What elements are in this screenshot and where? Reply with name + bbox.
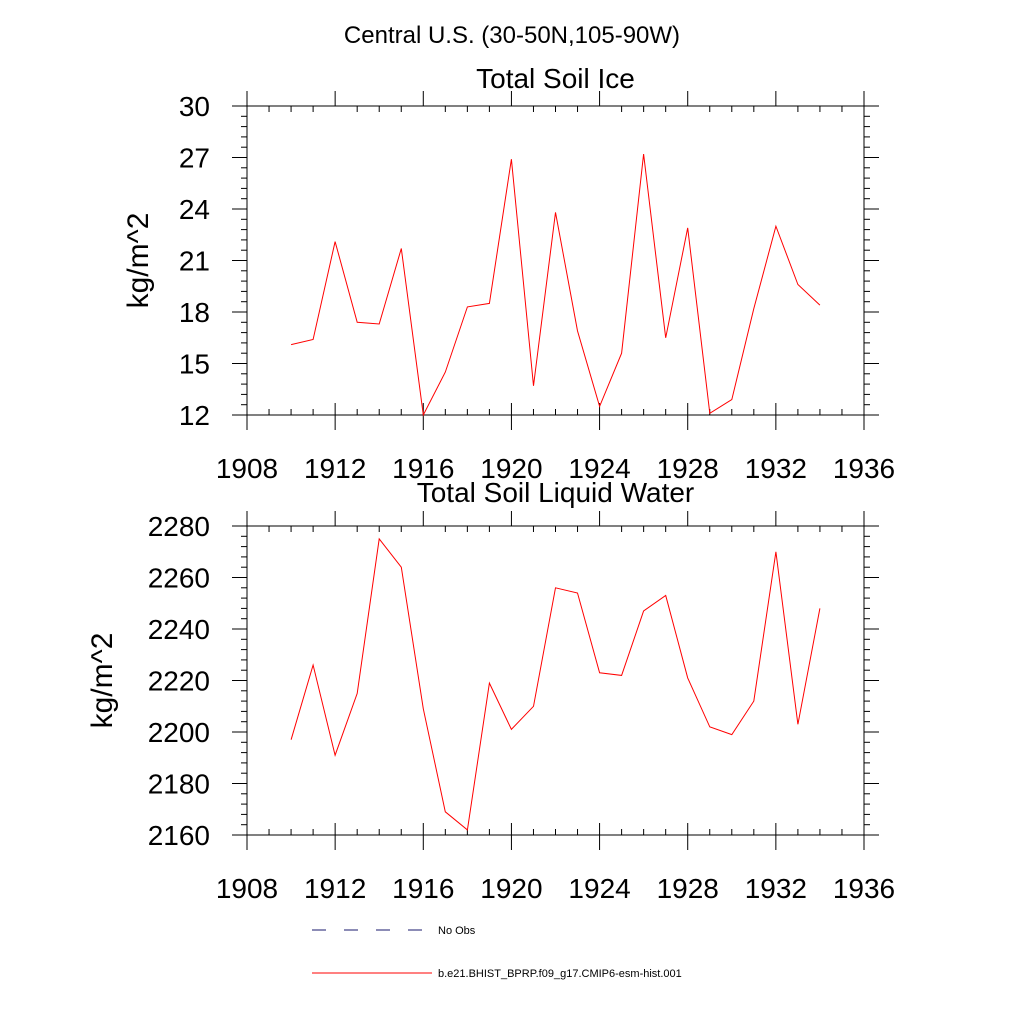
x-tick-label: 1908 xyxy=(216,453,278,484)
y-tick-label: 2280 xyxy=(148,511,210,542)
panel-total-soil-liquid-water: Total Soil Liquid Water kg/m^2 1908 1912 191… xyxy=(86,477,895,904)
y-tick-label: 12 xyxy=(179,400,210,431)
plot-frame xyxy=(246,105,865,416)
series-line-0 xyxy=(290,537,821,831)
x-tick-label: 1936 xyxy=(833,453,895,484)
x-tick-label: 1932 xyxy=(745,873,807,904)
y-tick-label: 27 xyxy=(179,143,210,174)
x-tick-label: 1916 xyxy=(392,453,454,484)
figure-suptitle: Central U.S. (30-50N,105-90W) xyxy=(344,22,680,49)
legend-label-model: b.e21.BHIST_BPRP.f09_g17.CMIP6-esm-hist.… xyxy=(438,968,682,980)
legend: No Obs b.e21.BHIST_BPRP.f09_g17.CMIP6-es… xyxy=(312,925,682,980)
x-tick-label: 1928 xyxy=(657,453,719,484)
series-line-0 xyxy=(290,154,821,417)
x-tick-label: 1916 xyxy=(392,873,454,904)
y-tick-label: 18 xyxy=(179,297,210,328)
x-tick-label: 1912 xyxy=(304,873,366,904)
x-tick-label: 1932 xyxy=(745,453,807,484)
y-tick-label: 2240 xyxy=(148,614,210,645)
x-tick-label: 1924 xyxy=(568,873,630,904)
y-tick-label: 2220 xyxy=(148,666,210,697)
panel-total-soil-ice: Total Soil Ice kg/m^2 1908 1912 1916 1920 1924… xyxy=(122,63,895,484)
y-tick-label: 21 xyxy=(179,246,210,277)
x-tick-label: 1936 xyxy=(833,873,895,904)
x-tick-label: 1920 xyxy=(480,453,542,484)
chart-title: Total Soil Liquid Water xyxy=(417,477,695,508)
x-tick-label: 1924 xyxy=(568,453,630,484)
y-axis-label: kg/m^2 xyxy=(86,633,119,729)
y-tick-label: 2260 xyxy=(148,563,210,594)
plot-frame xyxy=(246,525,865,836)
x-tick-label: 1928 xyxy=(657,873,719,904)
x-tick-label: 1912 xyxy=(304,453,366,484)
y-tick-label: 15 xyxy=(179,349,210,380)
legend-label-no-obs: No Obs xyxy=(438,925,476,937)
y-tick-label: 2160 xyxy=(148,820,210,851)
x-tick-label: 1920 xyxy=(480,873,542,904)
x-tick-label: 1908 xyxy=(216,873,278,904)
y-tick-label: 2180 xyxy=(148,769,210,800)
y-tick-label: 24 xyxy=(179,194,210,225)
chart-title: Total Soil Ice xyxy=(476,63,635,94)
y-tick-label: 30 xyxy=(179,91,210,122)
y-axis-label: kg/m^2 xyxy=(122,213,155,309)
y-tick-label: 2200 xyxy=(148,717,210,748)
